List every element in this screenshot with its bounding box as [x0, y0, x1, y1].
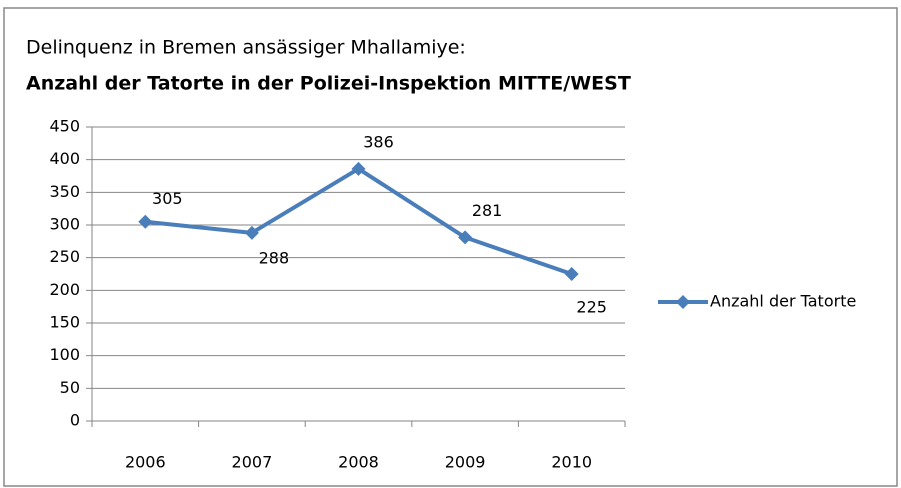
data-label: 288 [259, 248, 290, 267]
x-tick-label: 2009 [445, 453, 486, 472]
y-tick-label: 0 [70, 411, 80, 430]
legend-label: Anzahl der Tatorte [710, 292, 856, 311]
data-point [458, 230, 473, 245]
legend-marker [676, 295, 690, 309]
data-point [138, 214, 153, 229]
x-tick-label: 2007 [232, 453, 273, 472]
chart-subtitle: Delinquenz in Bremen ansässiger Mhallami… [26, 37, 466, 59]
data-point [564, 267, 579, 281]
y-tick-label: 300 [49, 215, 80, 234]
y-tick-label: 100 [49, 345, 80, 364]
y-tick-label: 450 [49, 117, 80, 136]
chart-frame [3, 7, 898, 487]
y-tick-label: 200 [49, 280, 80, 299]
chart-title: Anzahl der Tatorte in der Polizei-Inspek… [26, 73, 631, 95]
data-point [244, 225, 259, 240]
x-tick-label: 2006 [125, 453, 166, 472]
y-tick-label: 150 [49, 313, 80, 332]
y-tick-label: 400 [49, 149, 80, 168]
x-tick-label: 2010 [551, 453, 592, 472]
data-point [351, 161, 366, 176]
y-tick-label: 250 [49, 247, 80, 266]
data-label: 305 [152, 189, 183, 208]
x-tick-label: 2008 [338, 453, 379, 472]
y-tick-label: 350 [49, 182, 80, 201]
data-label: 225 [576, 298, 607, 317]
y-tick-label: 50 [60, 378, 80, 397]
data-label: 281 [472, 201, 503, 220]
data-label: 386 [363, 132, 394, 151]
